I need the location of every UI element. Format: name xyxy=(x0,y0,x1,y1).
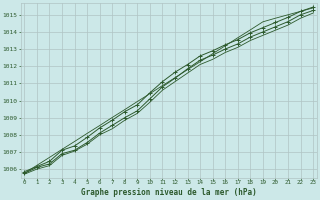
X-axis label: Graphe pression niveau de la mer (hPa): Graphe pression niveau de la mer (hPa) xyxy=(81,188,257,197)
